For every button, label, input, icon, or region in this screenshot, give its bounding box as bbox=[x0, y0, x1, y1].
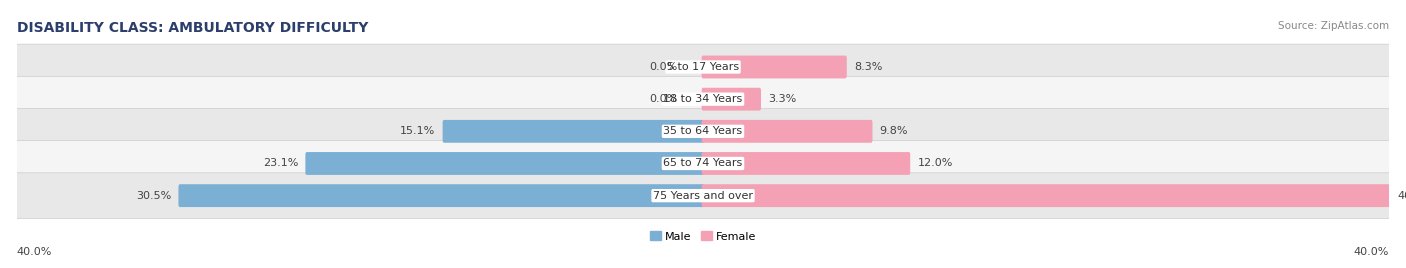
Text: 75 Years and over: 75 Years and over bbox=[652, 191, 754, 201]
Text: 5 to 17 Years: 5 to 17 Years bbox=[666, 62, 740, 72]
Text: 0.0%: 0.0% bbox=[650, 62, 678, 72]
FancyBboxPatch shape bbox=[305, 152, 704, 175]
Text: 23.1%: 23.1% bbox=[263, 158, 298, 169]
Text: 40.0%: 40.0% bbox=[1354, 247, 1389, 257]
Text: 18 to 34 Years: 18 to 34 Years bbox=[664, 94, 742, 104]
Text: 0.0%: 0.0% bbox=[650, 94, 678, 104]
Text: 9.8%: 9.8% bbox=[880, 126, 908, 136]
FancyBboxPatch shape bbox=[11, 109, 1395, 154]
FancyBboxPatch shape bbox=[702, 120, 873, 143]
Text: 65 to 74 Years: 65 to 74 Years bbox=[664, 158, 742, 169]
Text: 8.3%: 8.3% bbox=[853, 62, 883, 72]
Text: 3.3%: 3.3% bbox=[768, 94, 796, 104]
FancyBboxPatch shape bbox=[443, 120, 704, 143]
FancyBboxPatch shape bbox=[11, 44, 1395, 90]
Text: 40.0%: 40.0% bbox=[1398, 191, 1406, 201]
FancyBboxPatch shape bbox=[702, 184, 1391, 207]
Text: 30.5%: 30.5% bbox=[136, 191, 172, 201]
FancyBboxPatch shape bbox=[11, 141, 1395, 186]
FancyBboxPatch shape bbox=[702, 88, 761, 111]
FancyBboxPatch shape bbox=[11, 173, 1395, 218]
Text: 40.0%: 40.0% bbox=[17, 247, 52, 257]
FancyBboxPatch shape bbox=[11, 76, 1395, 122]
Text: 15.1%: 15.1% bbox=[401, 126, 436, 136]
Text: 12.0%: 12.0% bbox=[917, 158, 953, 169]
Text: 35 to 64 Years: 35 to 64 Years bbox=[664, 126, 742, 136]
Text: Source: ZipAtlas.com: Source: ZipAtlas.com bbox=[1278, 21, 1389, 31]
FancyBboxPatch shape bbox=[702, 152, 910, 175]
FancyBboxPatch shape bbox=[179, 184, 704, 207]
FancyBboxPatch shape bbox=[702, 55, 846, 79]
Legend: Male, Female: Male, Female bbox=[645, 227, 761, 246]
Text: DISABILITY CLASS: AMBULATORY DIFFICULTY: DISABILITY CLASS: AMBULATORY DIFFICULTY bbox=[17, 21, 368, 35]
